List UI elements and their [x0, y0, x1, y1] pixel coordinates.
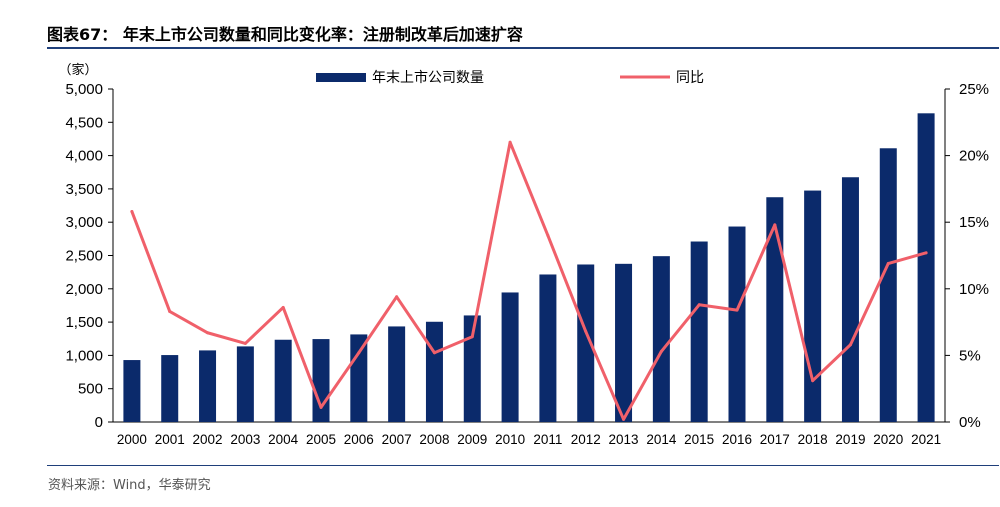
x-tick-label: 2006 — [344, 432, 374, 447]
left-tick-label: 4,000 — [65, 148, 103, 165]
left-tick-label: 3,000 — [65, 214, 103, 231]
yoy-point — [924, 251, 928, 255]
right-tick-label: 5% — [959, 347, 981, 364]
left-axis-unit: （家） — [58, 62, 97, 77]
right-tick-label: 0% — [959, 414, 981, 431]
x-tick-label: 2017 — [760, 432, 790, 447]
bar — [199, 350, 217, 422]
yoy-point — [432, 351, 436, 355]
x-tick-label: 2008 — [419, 432, 449, 447]
x-tick-label: 2011 — [533, 432, 562, 447]
bar — [123, 360, 141, 422]
bar — [312, 339, 330, 422]
x-tick-label: 2000 — [117, 432, 147, 447]
left-tick-label: 1,000 — [65, 347, 103, 364]
bar — [652, 256, 670, 422]
yoy-point — [357, 351, 361, 355]
right-tick-label: 20% — [959, 148, 989, 165]
x-tick-label: 2005 — [306, 432, 336, 447]
x-tick-label: 2001 — [155, 432, 185, 447]
left-tick-label: 0 — [95, 414, 103, 431]
yoy-point — [243, 341, 247, 345]
source-rule — [47, 465, 999, 466]
bar — [615, 263, 633, 422]
x-tick-label: 2007 — [382, 432, 412, 447]
bar — [501, 292, 519, 422]
yoy-point — [773, 223, 777, 227]
x-tick-label: 2004 — [268, 432, 299, 447]
bar — [804, 190, 822, 422]
left-tick-label: 2,000 — [65, 281, 103, 298]
left-tick-label: 1,500 — [65, 314, 103, 331]
bar — [350, 334, 368, 422]
x-tick-label: 2003 — [230, 432, 260, 447]
x-tick-label: 2021 — [911, 432, 941, 447]
bar — [388, 326, 406, 422]
source-note: 资料来源：Wind，华泰研究 — [48, 478, 211, 493]
bar — [425, 321, 443, 422]
yoy-point — [281, 305, 285, 309]
x-tick-label: 2002 — [193, 432, 223, 447]
yoy-point — [546, 234, 550, 238]
bar — [841, 177, 859, 422]
x-tick-label: 2018 — [798, 432, 828, 447]
right-tick-label: 15% — [959, 214, 989, 231]
yoy-point — [697, 303, 701, 307]
bar — [917, 113, 935, 423]
bar — [463, 315, 481, 422]
yoy-point — [168, 309, 172, 313]
yoy-point — [848, 343, 852, 347]
x-tick-label: 2013 — [609, 432, 639, 447]
legend-bar-label: 年末上市公司数量 — [372, 69, 484, 85]
right-tick-label: 25% — [959, 81, 989, 98]
yoy-point — [659, 349, 663, 353]
title-rule — [47, 47, 999, 49]
x-tick-label: 2014 — [646, 432, 677, 447]
bar — [539, 274, 557, 422]
bar — [161, 355, 179, 422]
bar — [728, 226, 746, 422]
left-tick-label: 500 — [78, 381, 103, 398]
left-tick-label: 5,000 — [65, 81, 103, 98]
x-tick-label: 2015 — [684, 432, 714, 447]
bar — [274, 339, 292, 422]
x-tick-label: 2009 — [457, 432, 487, 447]
left-tick-label: 3,500 — [65, 181, 103, 198]
yoy-point — [735, 308, 739, 312]
figure-title: 图表67： 年末上市公司数量和同比变化率：注册制改革后加速扩容 — [47, 25, 523, 44]
x-tick-label: 2012 — [571, 432, 601, 447]
chart: 0 500 1,000 1,500 2,000 2,500 3,000 3,500 4,000 4… — [58, 62, 989, 447]
yoy-point — [886, 261, 890, 265]
x-tick-label: 2010 — [495, 432, 525, 447]
bar — [577, 264, 595, 422]
left-tick-label: 2,500 — [65, 248, 103, 265]
left-tick-label: 4,500 — [65, 114, 103, 131]
bar — [766, 197, 784, 422]
yoy-point — [622, 417, 626, 421]
right-tick-label: 10% — [959, 281, 989, 298]
bar — [236, 346, 254, 422]
yoy-point — [206, 331, 210, 335]
x-tick-label: 2020 — [873, 432, 903, 447]
x-tick-label: 2019 — [835, 432, 865, 447]
yoy-point — [470, 335, 474, 339]
legend-line-label: 同比 — [676, 69, 704, 85]
bar — [879, 148, 897, 423]
yoy-line — [130, 140, 928, 421]
yoy-point — [811, 379, 815, 383]
yoy-point — [319, 405, 323, 409]
x-tick-label: 2016 — [722, 432, 752, 447]
yoy-point — [508, 140, 512, 144]
bar — [690, 241, 708, 422]
yoy-point — [395, 295, 399, 299]
yoy-point — [130, 210, 134, 214]
yoy-point — [584, 329, 588, 333]
legend-bar-swatch — [316, 73, 366, 82]
